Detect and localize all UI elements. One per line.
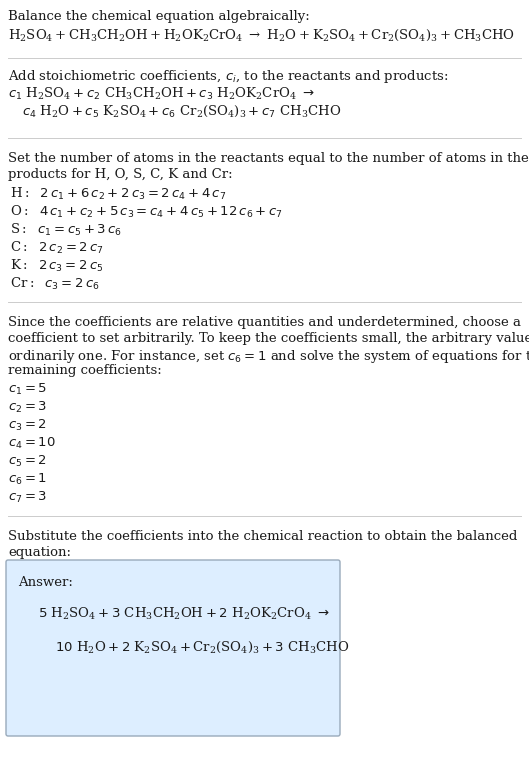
- Text: products for H, O, S, C, K and Cr:: products for H, O, S, C, K and Cr:: [8, 168, 233, 181]
- Text: $\mathregular{S:}\ \ c_1 = c_5 + 3\,c_6$: $\mathregular{S:}\ \ c_1 = c_5 + 3\,c_6$: [10, 222, 122, 238]
- Text: $c_4\ \mathregular{H_2O} + c_5\ \mathregular{K_2SO_4} + c_6\ \mathregular{Cr_2(S: $c_4\ \mathregular{H_2O} + c_5\ \mathreg…: [22, 104, 341, 119]
- Text: $\mathregular{H:}\ \ 2\,c_1 + 6\,c_2 + 2\,c_3 = 2\,c_4 + 4\,c_7$: $\mathregular{H:}\ \ 2\,c_1 + 6\,c_2 + 2…: [10, 186, 226, 202]
- Text: $c_6 = 1$: $c_6 = 1$: [8, 472, 47, 487]
- Text: $c_1\ \mathregular{H_2SO_4} + c_2\ \mathregular{CH_3CH_2OH} + c_3\ \mathregular{: $c_1\ \mathregular{H_2SO_4} + c_2\ \math…: [8, 86, 315, 102]
- Text: $c_7 = 3$: $c_7 = 3$: [8, 490, 47, 505]
- Text: $c_4 = 10$: $c_4 = 10$: [8, 436, 56, 451]
- Text: $c_2 = 3$: $c_2 = 3$: [8, 400, 47, 415]
- FancyBboxPatch shape: [6, 560, 340, 736]
- Text: Set the number of atoms in the reactants equal to the number of atoms in the: Set the number of atoms in the reactants…: [8, 152, 529, 165]
- Text: Answer:: Answer:: [18, 576, 73, 589]
- Text: Balance the chemical equation algebraically:: Balance the chemical equation algebraica…: [8, 10, 310, 23]
- Text: $10\ \mathregular{H_2O} + 2\ \mathregular{K_2SO_4} + \mathregular{Cr_2(SO_4)_3} : $10\ \mathregular{H_2O} + 2\ \mathregula…: [55, 640, 350, 655]
- Text: $\mathregular{C:}\ \ 2\,c_2 = 2\,c_7$: $\mathregular{C:}\ \ 2\,c_2 = 2\,c_7$: [10, 240, 104, 256]
- Text: Add stoichiometric coefficients, $c_i$, to the reactants and products:: Add stoichiometric coefficients, $c_i$, …: [8, 68, 449, 85]
- Text: $c_5 = 2$: $c_5 = 2$: [8, 454, 47, 469]
- Text: $\mathregular{O:}\ \ 4\,c_1 + c_2 + 5\,c_3 = c_4 + 4\,c_5 + 12\,c_6 + c_7$: $\mathregular{O:}\ \ 4\,c_1 + c_2 + 5\,c…: [10, 204, 283, 220]
- Text: Since the coefficients are relative quantities and underdetermined, choose a: Since the coefficients are relative quan…: [8, 316, 521, 329]
- Text: $\mathregular{K:}\ \ 2\,c_3 = 2\,c_5$: $\mathregular{K:}\ \ 2\,c_3 = 2\,c_5$: [10, 258, 103, 274]
- Text: $\mathregular{H_2SO_4 + CH_3CH_2OH + H_2OK_2CrO_4 \ \rightarrow \ H_2O + K_2SO_4: $\mathregular{H_2SO_4 + CH_3CH_2OH + H_2…: [8, 28, 515, 43]
- Text: Substitute the coefficients into the chemical reaction to obtain the balanced: Substitute the coefficients into the che…: [8, 530, 517, 543]
- Text: $c_3 = 2$: $c_3 = 2$: [8, 418, 47, 433]
- Text: remaining coefficients:: remaining coefficients:: [8, 364, 162, 377]
- Text: ordinarily one. For instance, set $c_6 = 1$ and solve the system of equations fo: ordinarily one. For instance, set $c_6 =…: [8, 348, 529, 365]
- Text: coefficient to set arbitrarily. To keep the coefficients small, the arbitrary va: coefficient to set arbitrarily. To keep …: [8, 332, 529, 345]
- Text: $c_1 = 5$: $c_1 = 5$: [8, 382, 47, 397]
- Text: $5\ \mathregular{H_2SO_4} + 3\ \mathregular{CH_3CH_2OH} + 2\ \mathregular{H_2OK_: $5\ \mathregular{H_2SO_4} + 3\ \mathregu…: [38, 606, 330, 622]
- Text: $\mathregular{Cr:}\ \ c_3 = 2\,c_6$: $\mathregular{Cr:}\ \ c_3 = 2\,c_6$: [10, 276, 99, 292]
- Text: equation:: equation:: [8, 546, 71, 559]
